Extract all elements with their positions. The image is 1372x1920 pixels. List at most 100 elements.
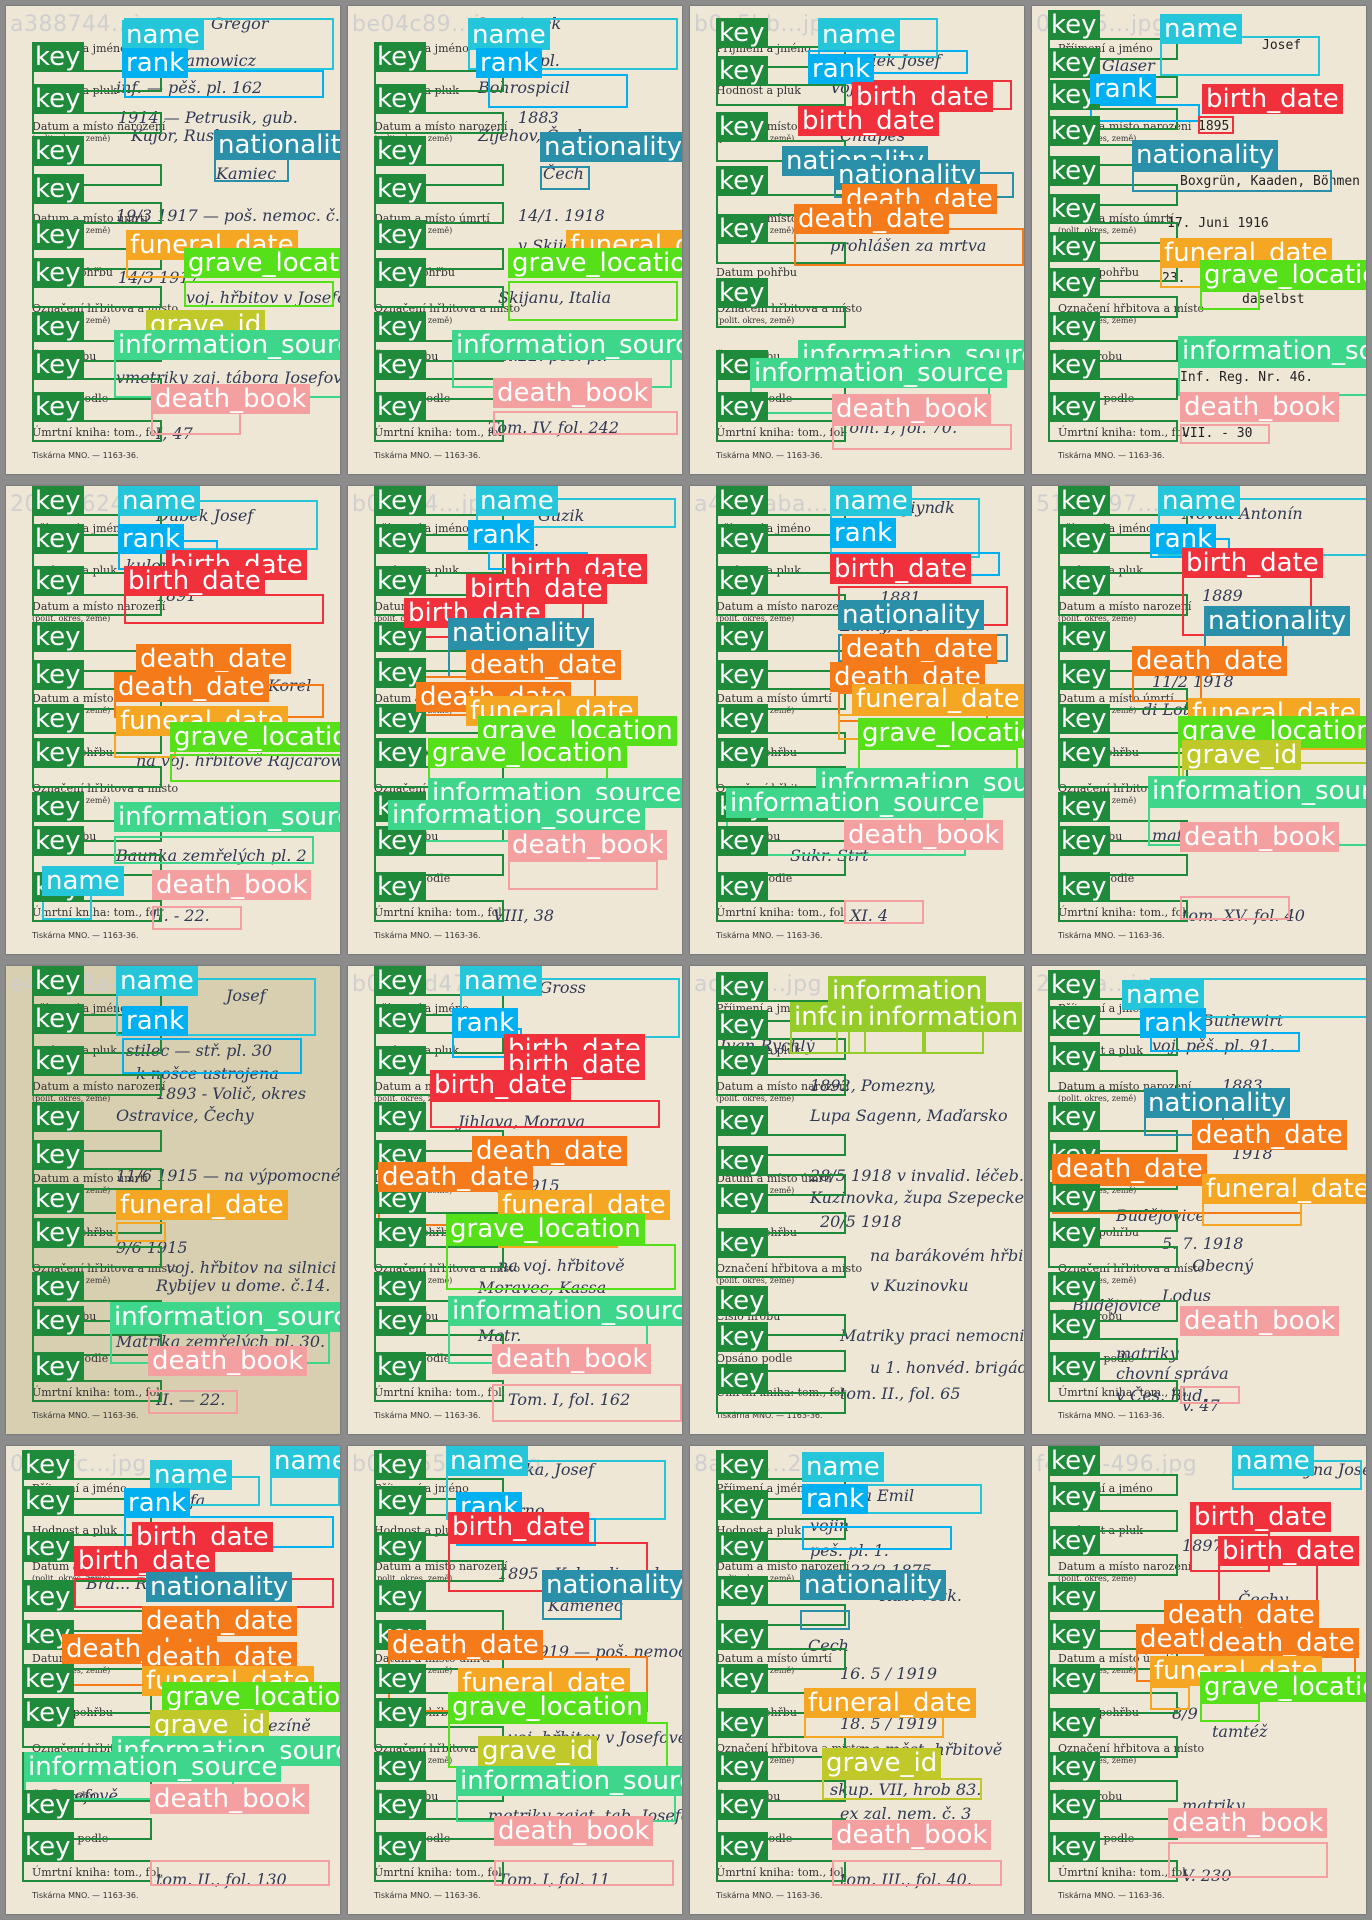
- death-book-box[interactable]: [1180, 424, 1270, 444]
- key-box[interactable]: [32, 202, 162, 224]
- key-box[interactable]: [716, 594, 846, 616]
- key-box[interactable]: [374, 1032, 504, 1054]
- record-card[interactable]: f4574-496.jpg Příjmení a jméno Hodnost a p…: [1032, 1446, 1366, 1914]
- nationality-box[interactable]: [542, 1600, 622, 1620]
- key-box[interactable]: [32, 1074, 162, 1096]
- record-card[interactable]: 8a2ee...2.jpg Příjmení a jméno Hodnost a p…: [690, 1446, 1024, 1914]
- key-box[interactable]: [32, 900, 162, 922]
- key-box[interactable]: [374, 420, 504, 442]
- key-box[interactable]: [716, 1134, 846, 1156]
- death-book-box[interactable]: [152, 906, 242, 930]
- key-box[interactable]: [1058, 900, 1188, 922]
- key-box[interactable]: [32, 1334, 162, 1356]
- key-box[interactable]: [716, 1860, 846, 1882]
- key-box[interactable]: [374, 286, 504, 308]
- information-source-box[interactable]: [114, 836, 314, 864]
- key-box[interactable]: [374, 552, 504, 574]
- birth-date-box[interactable]: [430, 1100, 660, 1128]
- death-book-box[interactable]: [492, 1384, 682, 1422]
- key-box[interactable]: [374, 1560, 504, 1582]
- key-box[interactable]: [374, 1246, 504, 1268]
- nationality-box[interactable]: [540, 166, 590, 190]
- key-box[interactable]: [716, 1256, 846, 1278]
- funeral-date-box[interactable]: [116, 1222, 166, 1242]
- key-box[interactable]: [1048, 420, 1178, 442]
- key-box[interactable]: [716, 420, 846, 442]
- key-box[interactable]: [716, 242, 846, 264]
- nationality-box[interactable]: [1132, 170, 1332, 192]
- key-box[interactable]: [374, 70, 504, 92]
- key-box[interactable]: [1048, 1070, 1178, 1092]
- nationality-box[interactable]: [214, 158, 289, 182]
- key-box[interactable]: [32, 70, 162, 92]
- key-box[interactable]: [1058, 688, 1188, 710]
- key-box[interactable]: [374, 1860, 504, 1882]
- key-box[interactable]: [32, 1032, 162, 1054]
- grave-location-box[interactable]: [1200, 290, 1260, 310]
- key-box[interactable]: [1048, 1860, 1178, 1882]
- key-box[interactable]: [374, 202, 504, 224]
- death-book-box[interactable]: [494, 1860, 674, 1886]
- grave-location-box[interactable]: [1200, 1702, 1260, 1722]
- key-box[interactable]: [32, 766, 162, 788]
- key-box[interactable]: [1048, 1338, 1178, 1360]
- key-box[interactable]: [716, 900, 846, 922]
- key-box[interactable]: [1048, 1246, 1178, 1268]
- rank-box[interactable]: [1150, 1032, 1300, 1052]
- death-book-box[interactable]: [508, 860, 658, 890]
- funeral-date-box[interactable]: [1150, 1686, 1190, 1710]
- key-box[interactable]: [1048, 378, 1178, 400]
- rank-box[interactable]: [122, 1038, 302, 1074]
- death-book-box[interactable]: [832, 1860, 1002, 1886]
- death-book-box[interactable]: [150, 1860, 330, 1886]
- key-box[interactable]: [22, 1860, 152, 1882]
- key-box[interactable]: [32, 552, 162, 574]
- key-box[interactable]: [716, 688, 846, 710]
- key-box[interactable]: [374, 112, 504, 134]
- death-book-box[interactable]: [148, 1390, 238, 1414]
- birth-date-box[interactable]: [1198, 116, 1234, 134]
- key-box[interactable]: [374, 900, 504, 922]
- grave-location-box[interactable]: [508, 281, 678, 321]
- key-box[interactable]: [22, 1818, 152, 1840]
- key-box[interactable]: [1048, 1510, 1178, 1532]
- grave-location-box[interactable]: [170, 754, 340, 782]
- key-box[interactable]: [32, 1168, 162, 1190]
- key-box[interactable]: [716, 84, 846, 106]
- funeral-date-box[interactable]: [804, 1716, 944, 1738]
- rank-box[interactable]: [802, 1526, 952, 1550]
- key-box[interactable]: [1048, 1692, 1178, 1714]
- death-book-box[interactable]: [1180, 1386, 1240, 1404]
- key-box[interactable]: [32, 1246, 162, 1268]
- rank-box[interactable]: [124, 70, 324, 98]
- grave-location-box[interactable]: [184, 281, 334, 307]
- key-box[interactable]: [32, 420, 162, 442]
- key-box[interactable]: [32, 112, 162, 134]
- key-box[interactable]: [716, 1212, 846, 1234]
- key-box[interactable]: [32, 1380, 162, 1402]
- key-box[interactable]: [716, 306, 846, 328]
- key-box[interactable]: [1048, 1736, 1178, 1758]
- record-card[interactable]: 0587fc...jpg Příjmení a jméno Hodnost a pl…: [6, 1446, 340, 1914]
- name-box[interactable]: [116, 978, 316, 1036]
- death-book-box[interactable]: [493, 411, 678, 435]
- key-box[interactable]: [32, 286, 162, 308]
- death-book-box[interactable]: [844, 900, 924, 924]
- death-book-box[interactable]: [151, 411, 241, 435]
- key-box[interactable]: [1048, 1380, 1178, 1402]
- death-book-box[interactable]: [832, 424, 1012, 450]
- key-box[interactable]: [1058, 854, 1188, 876]
- grave-location-box[interactable]: [446, 1244, 676, 1290]
- rank-box[interactable]: [1090, 104, 1200, 122]
- grave-id-box[interactable]: [822, 1778, 982, 1800]
